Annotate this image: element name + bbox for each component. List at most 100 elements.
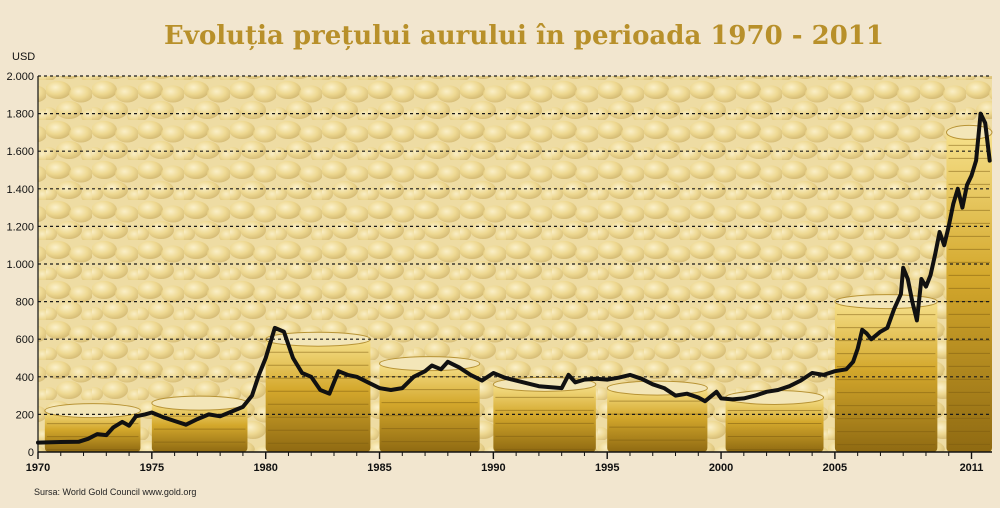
series-points (36, 112, 992, 445)
data-point (257, 373, 261, 377)
x-tick-label: 2000 (709, 462, 733, 474)
data-point (161, 415, 165, 419)
data-point (833, 369, 837, 373)
data-point (389, 388, 393, 392)
x-tick-label: 1995 (595, 462, 619, 474)
data-point (874, 333, 878, 337)
data-point (582, 378, 586, 382)
data-point (951, 202, 955, 206)
y-tick-label: 1.600 (6, 146, 34, 158)
data-point (439, 367, 443, 371)
source-note: Sursa: World Gold Council www.gold.org (34, 487, 196, 497)
data-point (942, 243, 946, 247)
data-point (282, 330, 286, 334)
data-point (810, 371, 814, 375)
data-point (412, 375, 416, 379)
y-tick-label: 1.400 (6, 184, 34, 196)
data-point (965, 183, 969, 187)
data-point (988, 159, 992, 163)
data-point (753, 394, 757, 398)
x-axis: 1970 1975 1980 1985 1990 1995 2000 2005 2011 (26, 76, 992, 474)
data-point (560, 386, 564, 390)
data-point (77, 440, 81, 444)
data-point (742, 396, 746, 400)
x-tick-label: 1990 (481, 462, 505, 474)
data-point (355, 375, 359, 379)
data-point (719, 396, 723, 400)
data-point (318, 388, 322, 392)
x-tick-label: 1980 (253, 462, 277, 474)
coin-stack-body (607, 388, 708, 452)
data-point (787, 384, 791, 388)
data-point (514, 379, 518, 383)
data-point (915, 318, 919, 322)
data-point (851, 360, 855, 364)
data-point (594, 377, 598, 381)
coin-stack-body (725, 397, 824, 452)
data-point (878, 330, 882, 334)
coin-stack (606, 380, 708, 452)
data-point (480, 379, 484, 383)
data-point (628, 373, 632, 377)
data-point (860, 328, 864, 332)
data-point (250, 394, 254, 398)
y-tick-label: 400 (16, 372, 34, 384)
data-point (150, 411, 154, 415)
data-point (605, 378, 609, 382)
coin-stack-top (151, 395, 248, 411)
chart-title: Evoluția prețului aurului în perioada 19… (164, 21, 884, 51)
data-point (195, 417, 199, 421)
data-point (218, 414, 222, 418)
x-tick-label: 1975 (140, 462, 164, 474)
data-point (366, 380, 370, 384)
data-point (111, 426, 115, 430)
coin-stacks-decoration (44, 124, 993, 452)
data-point (457, 365, 461, 369)
data-point (947, 224, 951, 228)
coin-stack-top (265, 331, 371, 347)
data-point (715, 390, 719, 394)
data-point (337, 369, 341, 373)
data-point (423, 369, 427, 373)
data-point (970, 174, 974, 178)
y-tick-label: 1.000 (6, 259, 34, 271)
data-point (938, 230, 942, 234)
data-point (120, 420, 124, 424)
data-point (127, 424, 131, 428)
data-point (264, 356, 268, 360)
data-point (134, 414, 138, 418)
data-point (207, 412, 211, 416)
data-point (983, 121, 987, 125)
data-point (469, 373, 473, 377)
data-point (617, 376, 621, 380)
coin-stack (725, 389, 825, 452)
y-axis-unit-label: USD (12, 51, 35, 63)
data-point (446, 360, 450, 364)
data-point (291, 356, 295, 360)
data-point (400, 386, 404, 390)
data-point (696, 395, 700, 399)
data-point (869, 337, 873, 341)
data-point (143, 412, 147, 416)
data-point (929, 273, 933, 277)
y-tick-label: 2.000 (6, 71, 34, 83)
data-point (674, 394, 678, 398)
data-point (856, 347, 860, 351)
data-point (651, 382, 655, 386)
coin-stack (151, 395, 248, 452)
data-point (765, 390, 769, 394)
coin-stack-body (265, 339, 371, 452)
series-layer (36, 111, 992, 445)
y-tick-label: 600 (16, 334, 34, 346)
data-point (184, 423, 188, 427)
data-point (86, 437, 90, 441)
data-point (59, 440, 63, 444)
data-point (776, 388, 780, 392)
y-tick-label: 0 (28, 447, 34, 459)
data-point (503, 376, 507, 380)
data-point (892, 307, 896, 311)
data-point (104, 433, 108, 437)
data-point (573, 380, 577, 384)
